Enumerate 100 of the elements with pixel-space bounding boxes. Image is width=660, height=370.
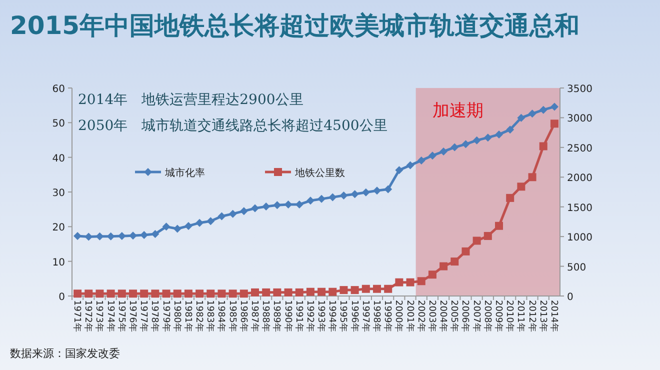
y-tick-label: 10 xyxy=(52,257,65,268)
x-tick-label: 1986年 xyxy=(238,300,249,332)
point xyxy=(306,196,314,205)
point xyxy=(440,262,448,270)
y-tick-label: 60 xyxy=(52,84,65,95)
point xyxy=(273,201,282,210)
x-tick-label: 2011年 xyxy=(515,300,526,332)
x-tick-label: 2012年 xyxy=(526,300,538,332)
point xyxy=(350,190,359,198)
y-tick-label: 50 xyxy=(52,118,65,130)
point xyxy=(406,278,414,286)
x-tick-label: 1982年 xyxy=(194,300,205,332)
point xyxy=(462,140,470,148)
y2-tick-label: 1500 xyxy=(567,202,592,214)
x-tick-label: 2006年 xyxy=(460,300,471,332)
point xyxy=(517,114,526,122)
point xyxy=(395,166,404,174)
point xyxy=(462,247,470,256)
x-tick-label: 1992年 xyxy=(304,300,316,332)
point xyxy=(84,290,93,298)
y2-tick-label: 3000 xyxy=(567,114,592,125)
x-tick-label: 1984年 xyxy=(216,300,227,332)
point xyxy=(450,143,459,152)
y2-tick-label: 2500 xyxy=(567,143,592,154)
x-tick-label: 1973年 xyxy=(94,300,105,332)
x-tick-label: 1995年 xyxy=(338,300,349,332)
point xyxy=(273,288,282,296)
x-tick-label: 1993年 xyxy=(316,300,327,332)
point xyxy=(251,204,259,212)
x-tick-label: 2009年 xyxy=(493,300,504,332)
legend-label: 地铁公里数 xyxy=(294,167,345,179)
x-tick-label: 1998年 xyxy=(371,300,382,332)
x-tick-label: 1999年 xyxy=(382,300,394,332)
point xyxy=(528,173,536,182)
x-tick-label: 1988年 xyxy=(260,300,272,332)
annotation: 2050年 城市轨道交通线路总长将超过4500公里 xyxy=(78,118,388,134)
x-tick-label: 2003年 xyxy=(426,300,438,332)
x-tick-label: 1975年 xyxy=(116,300,127,332)
x-tick-label: 1987年 xyxy=(249,300,260,332)
x-tick-label: 1994年 xyxy=(326,300,338,332)
point xyxy=(484,134,492,142)
x-tick-label: 1971年 xyxy=(72,300,83,332)
point xyxy=(96,290,104,298)
point xyxy=(440,147,448,156)
point xyxy=(517,182,526,191)
point xyxy=(318,194,326,203)
point xyxy=(162,290,170,298)
point xyxy=(106,232,115,240)
point xyxy=(206,290,215,298)
point xyxy=(506,194,514,202)
y-tick-label: 20 xyxy=(52,222,65,234)
point xyxy=(162,222,170,231)
x-tick-label: 2000年 xyxy=(393,300,404,332)
x-tick-label: 2007年 xyxy=(470,300,482,332)
point xyxy=(228,290,237,298)
point xyxy=(196,290,204,298)
x-tick-label: 2004年 xyxy=(438,300,449,332)
point xyxy=(295,288,304,296)
point xyxy=(262,202,270,211)
point xyxy=(184,290,192,298)
point xyxy=(184,222,192,230)
point xyxy=(129,290,137,298)
point xyxy=(472,236,481,245)
point xyxy=(417,277,426,286)
point xyxy=(550,102,558,111)
point xyxy=(472,136,481,144)
point xyxy=(350,286,359,294)
x-tick-label: 1996年 xyxy=(348,300,360,332)
point xyxy=(74,290,82,298)
point xyxy=(118,290,126,298)
point xyxy=(384,284,392,293)
point xyxy=(228,210,237,218)
point xyxy=(450,258,459,266)
point xyxy=(240,290,248,298)
point xyxy=(318,288,326,296)
point xyxy=(173,224,182,233)
x-tick-label: 2005年 xyxy=(448,300,460,332)
x-tick-label: 2014年 xyxy=(548,300,560,332)
point xyxy=(384,185,392,194)
x-tick-label: 2001年 xyxy=(404,300,416,332)
point xyxy=(340,191,348,200)
point xyxy=(173,290,182,298)
point xyxy=(395,278,404,286)
chart-title: 2015年中国地铁总长将超过欧美城市轨道交通总和 xyxy=(10,11,580,40)
point xyxy=(406,161,414,170)
legend-label: 城市化率 xyxy=(164,167,205,179)
y2-tick-label: 3500 xyxy=(567,84,592,95)
point xyxy=(240,207,248,216)
point xyxy=(484,232,492,240)
x-tick-label: 1990年 xyxy=(282,300,294,332)
point xyxy=(328,193,337,202)
point xyxy=(106,290,115,298)
point xyxy=(340,286,348,294)
x-tick-label: 2010年 xyxy=(504,300,516,332)
x-tick-label: 1977年 xyxy=(138,300,150,332)
x-tick-label: 2002年 xyxy=(415,300,426,332)
y2-tick-label: 1000 xyxy=(567,232,592,244)
x-tick-label: 2008年 xyxy=(482,300,493,332)
point xyxy=(196,218,204,227)
point xyxy=(328,288,337,296)
